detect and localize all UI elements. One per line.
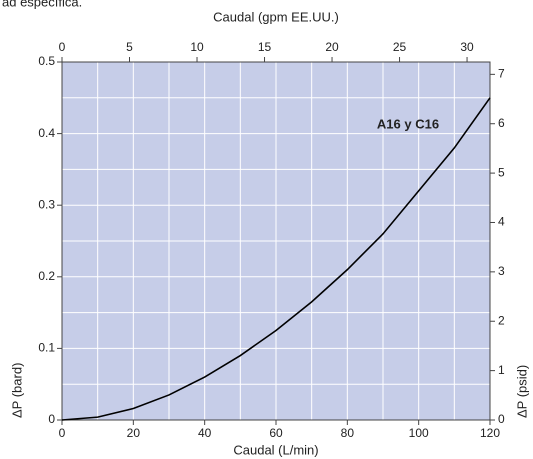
y2-tick-label: 0 (498, 412, 505, 426)
y2-tick-label: 1 (498, 363, 505, 377)
x2-tick-label: 30 (460, 40, 474, 54)
note: ad específica. (2, 0, 82, 9)
annotation: A16 y C16 (377, 116, 439, 131)
y2-tick-label: 5 (498, 165, 505, 179)
y-tick-label: 0.3 (38, 197, 55, 211)
y-tick-label: 0.5 (38, 54, 55, 68)
y2-tick-label: 4 (498, 215, 505, 229)
x2-tick-label: 20 (325, 40, 339, 54)
y-axis-label: ΔP (bard) (9, 363, 24, 418)
x-tick-label: 20 (127, 426, 141, 440)
y-tick-label: 0 (48, 412, 55, 426)
x-tick-label: 40 (198, 426, 212, 440)
x2-tick-label: 25 (393, 40, 407, 54)
y2-tick-label: 2 (498, 313, 505, 327)
x-axis-label: Caudal (L/min) (233, 442, 318, 457)
y-tick-label: 0.1 (38, 341, 55, 355)
x-tick-label: 0 (59, 426, 66, 440)
x2-tick-label: 0 (59, 40, 66, 54)
y2-tick-label: 6 (498, 116, 505, 130)
x2-tick-label: 15 (258, 40, 272, 54)
x2-tick-label: 5 (126, 40, 133, 54)
x-tick-label: 120 (480, 426, 500, 440)
x-tick-label: 80 (341, 426, 355, 440)
x-tick-label: 100 (409, 426, 429, 440)
data-line (61, 97, 491, 421)
x-tick-label: 60 (269, 426, 283, 440)
y2-axis-label: ΔP (psid) (514, 365, 529, 418)
y-tick-label: 0.2 (38, 269, 55, 283)
x2-tick-label: 10 (190, 40, 204, 54)
y2-tick-label: 7 (498, 67, 505, 81)
y2-tick-label: 3 (498, 264, 505, 278)
y-tick-label: 0.4 (38, 126, 55, 140)
x2-axis-label: Caudal (gpm EE.UU.) (213, 9, 339, 24)
